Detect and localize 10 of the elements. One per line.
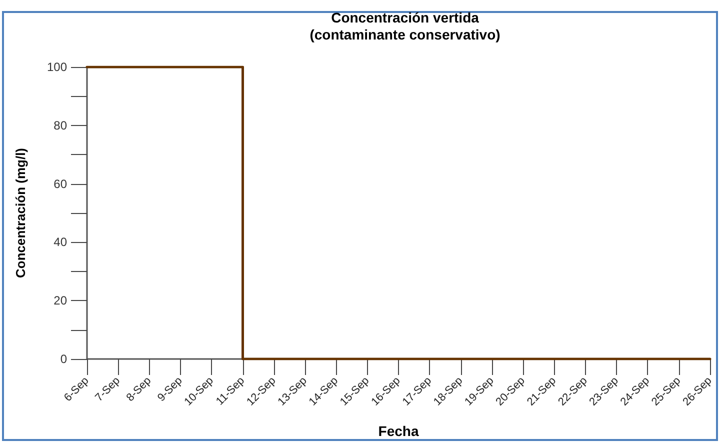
y-tick-label: 100 — [46, 60, 68, 74]
y-axis-title: Concentración (mg/l) — [13, 148, 28, 278]
y-tick-label: 80 — [54, 118, 68, 132]
x-axis-title: Fecha — [378, 423, 419, 439]
y-tick-label: 0 — [60, 352, 68, 366]
line-series — [86, 66, 712, 360]
y-tick-label: 40 — [54, 235, 68, 250]
y-tick-label: 20 — [54, 294, 68, 308]
chart-title: Concentración vertida (contaminante conservativo) — [310, 10, 500, 42]
y-tick-label: 60 — [54, 176, 68, 191]
